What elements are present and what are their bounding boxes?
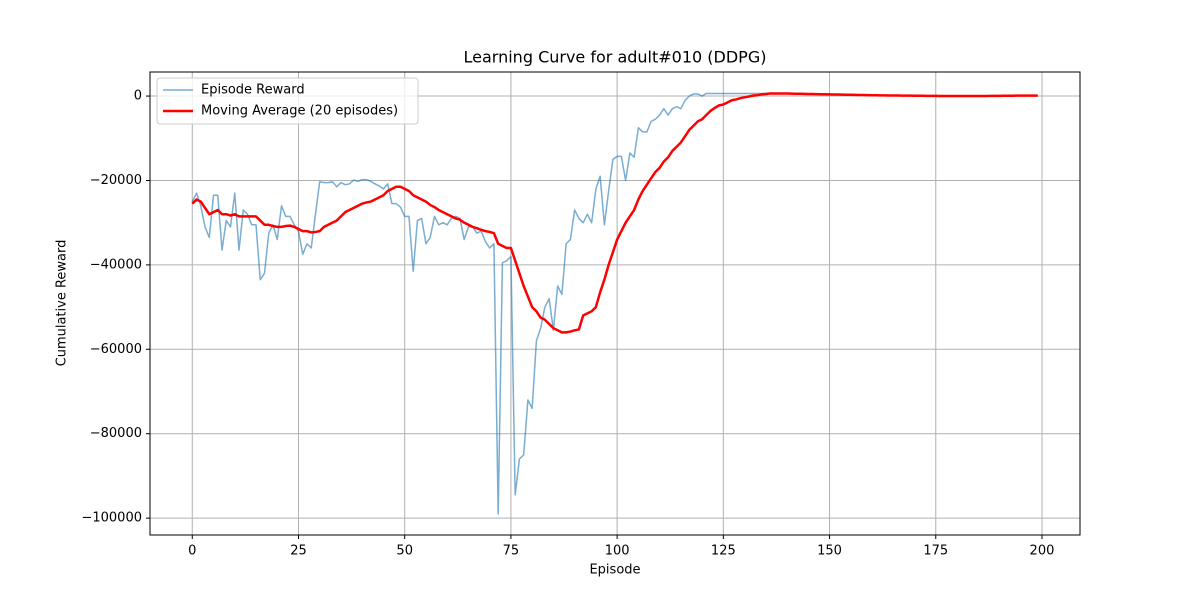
x-tick-label: 200: [1030, 544, 1055, 559]
y-tick-label: −40000: [90, 257, 142, 272]
x-tick-label: 150: [817, 544, 842, 559]
chart-title: Learning Curve for adult#010 (DDPG): [464, 48, 767, 67]
legend-box: [156, 77, 419, 125]
x-tick-label: 75: [503, 544, 520, 559]
series-line: [191, 92, 1038, 334]
x-tick-label: 100: [605, 544, 630, 559]
legend-label: Episode Reward: [201, 83, 305, 98]
y-tick-label: −60000: [90, 342, 142, 357]
x-tick-label: 0: [188, 544, 196, 559]
y-tick-label: −100000: [81, 511, 142, 526]
legend-label: Moving Average (20 episodes): [201, 104, 398, 119]
x-tick-label: 175: [923, 544, 948, 559]
y-tick-label: −80000: [90, 426, 142, 441]
plot-frame: [149, 71, 1081, 536]
y-tick-label: 0: [134, 89, 142, 104]
x-tick-label: 50: [396, 544, 413, 559]
y-axis-label: Cumulative Reward: [55, 240, 70, 367]
x-tick-label: 25: [290, 544, 307, 559]
x-tick-label: 125: [711, 544, 736, 559]
y-tick-label: −20000: [90, 173, 142, 188]
x-axis-label: Episode: [589, 563, 640, 578]
